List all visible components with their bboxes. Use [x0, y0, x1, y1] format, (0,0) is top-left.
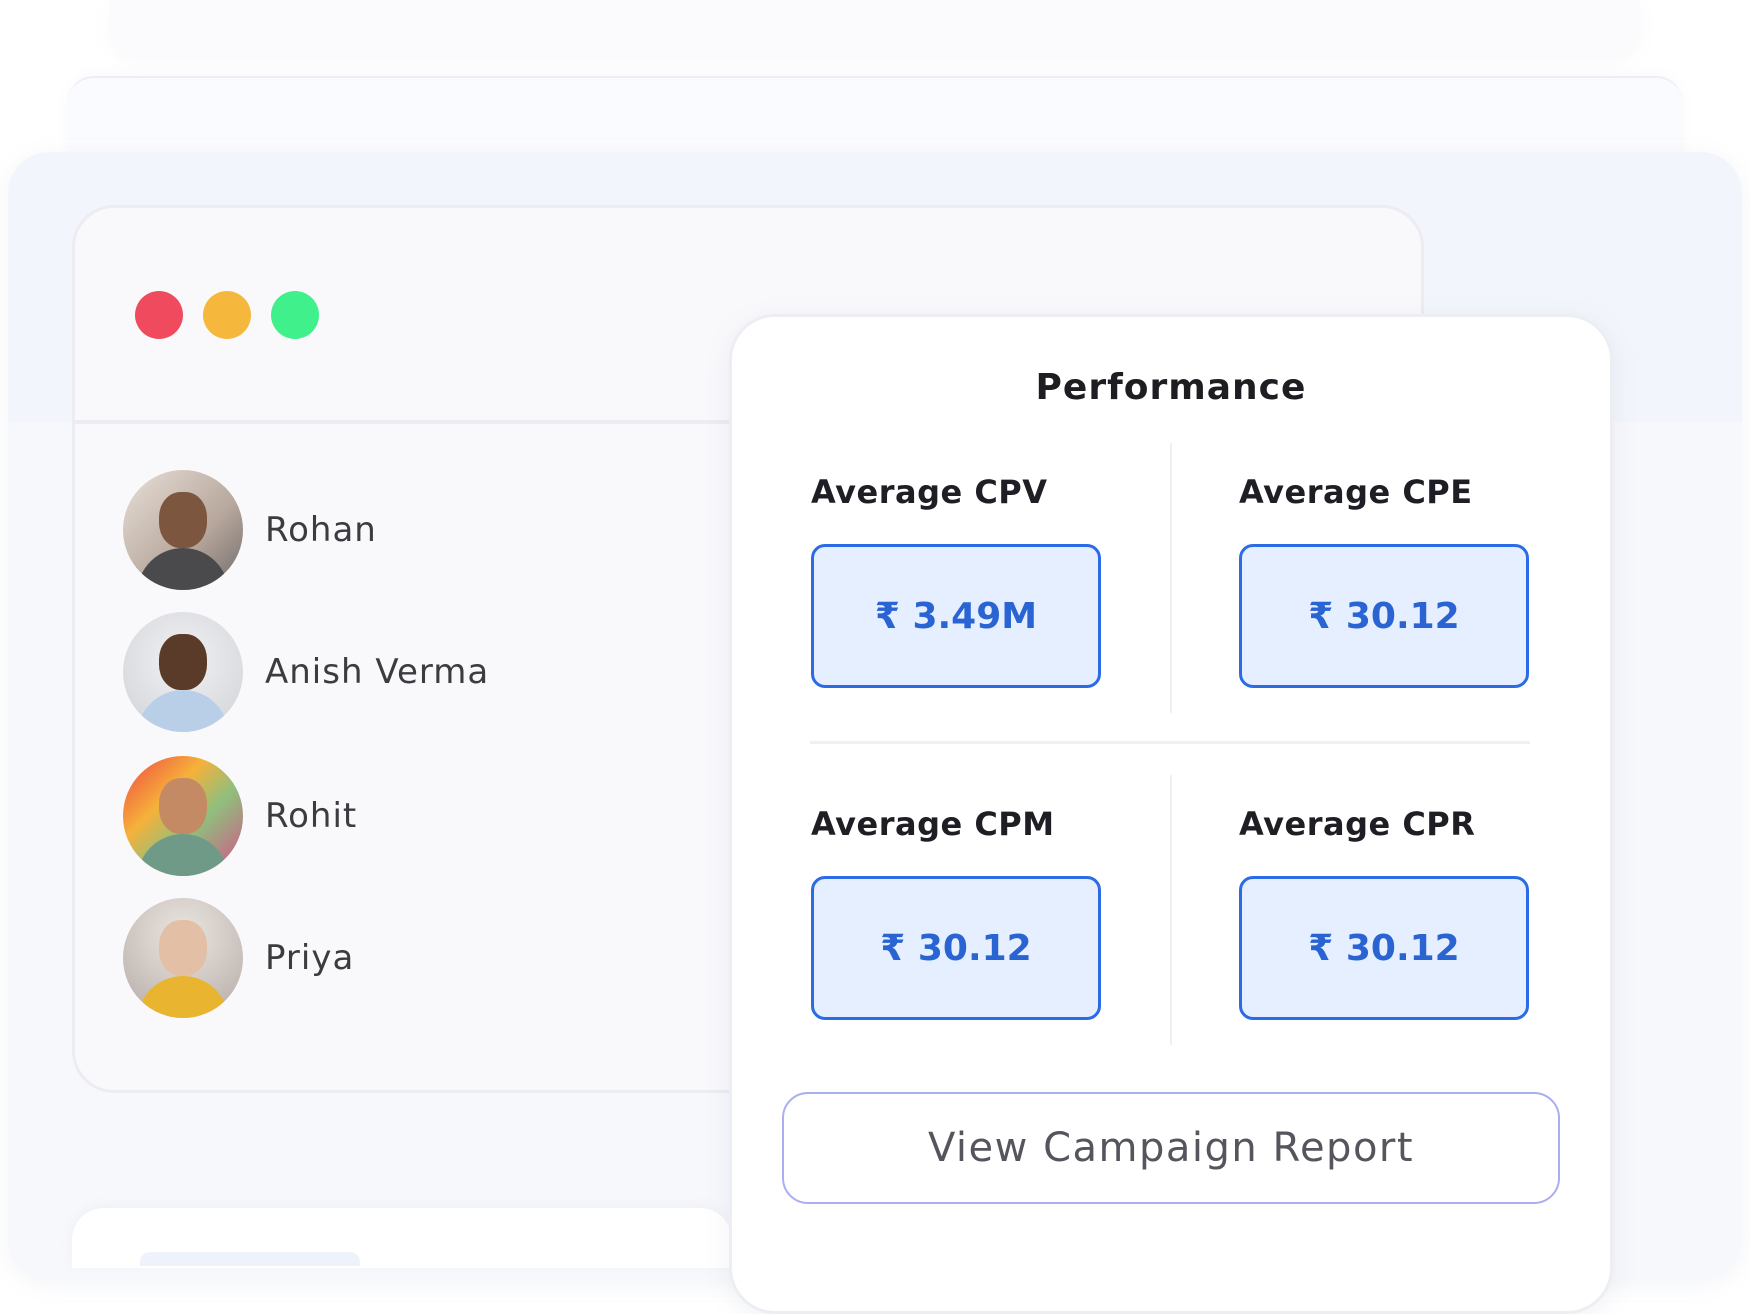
maximize-window-button[interactable]	[271, 291, 319, 339]
metric-value: ₹ 30.12	[1239, 876, 1529, 1020]
background-pill	[140, 1252, 360, 1266]
user-name: Rohan	[265, 510, 377, 550]
performance-card: Performance Average CPV ₹ 3.49M Average …	[729, 314, 1613, 1314]
metric-average-cpe: Average CPE ₹ 30.12	[1239, 473, 1579, 688]
view-campaign-report-button[interactable]: View Campaign Report	[782, 1092, 1560, 1204]
avatar	[123, 470, 243, 590]
metric-label: Average CPE	[1239, 473, 1473, 511]
background-layer-top	[110, 0, 1640, 56]
avatar	[123, 612, 243, 732]
list-item-user[interactable]: Priya	[123, 898, 489, 1018]
close-window-button[interactable]	[135, 291, 183, 339]
list-item-user[interactable]: Rohit	[123, 756, 489, 876]
list-item-user[interactable]: Rohan	[123, 470, 489, 590]
metric-value: ₹ 30.12	[1239, 544, 1529, 688]
performance-title: Performance	[1035, 367, 1307, 408]
metric-average-cpr: Average CPR ₹ 30.12	[1239, 805, 1579, 1020]
avatar	[123, 898, 243, 1018]
metric-value: ₹ 3.49M	[811, 544, 1101, 688]
metric-value: ₹ 30.12	[811, 876, 1101, 1020]
list-item-user[interactable]: Anish Verma	[123, 612, 489, 732]
metric-label: Average CPR	[1239, 805, 1476, 843]
user-list: Rohan Anish Verma Rohit Priya	[123, 470, 489, 1040]
user-name: Anish Verma	[265, 652, 490, 692]
divider-vertical	[1170, 443, 1172, 713]
metric-label: Average CPM	[811, 805, 1055, 843]
divider-vertical	[1170, 775, 1172, 1045]
metric-average-cpm: Average CPM ₹ 30.12	[811, 805, 1151, 1020]
user-name: Priya	[265, 938, 355, 978]
metric-label: Average CPV	[811, 473, 1048, 511]
minimize-window-button[interactable]	[203, 291, 251, 339]
user-name: Rohit	[265, 796, 358, 836]
divider-horizontal	[810, 741, 1530, 744]
metric-average-cpv: Average CPV ₹ 3.49M	[811, 473, 1151, 688]
avatar	[123, 756, 243, 876]
